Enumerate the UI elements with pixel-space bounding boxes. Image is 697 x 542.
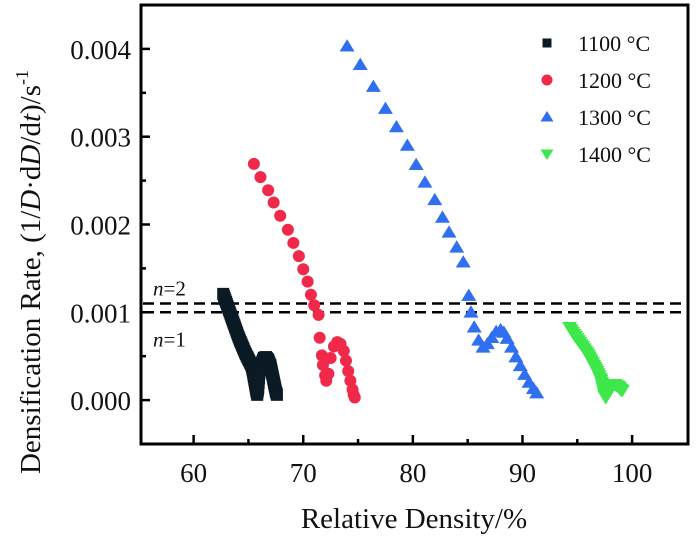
y-tick-label: 0.001 (70, 298, 131, 328)
data-point (529, 386, 545, 399)
x-tick-label: 100 (612, 458, 653, 488)
series-1300 (339, 39, 545, 399)
data-point (449, 240, 465, 253)
data-point (281, 223, 294, 236)
data-point (427, 192, 443, 206)
series-1100 (217, 287, 283, 401)
reference-line-label: n=2 (153, 277, 186, 301)
data-point (484, 330, 500, 344)
y-axis-title: Densification Rate, (1/D·dD/dt)/s-1 (12, 70, 47, 474)
axes: 60 70 80 90 100 0.000 0.001 0.002 0.003 0.004 (70, 3, 690, 488)
legend-label: 1100 °C (578, 31, 650, 56)
y-tick-label: 0.004 (70, 35, 131, 65)
data-point (339, 39, 355, 52)
data-point (337, 344, 350, 357)
data-point (322, 367, 335, 380)
data-point (270, 388, 283, 401)
data-point (408, 157, 424, 171)
data-point (441, 225, 457, 238)
legend-marker (540, 111, 554, 122)
x-tick-label: 70 (290, 458, 317, 488)
data-point (504, 340, 520, 353)
data-point (292, 250, 305, 263)
data-point (463, 305, 479, 318)
data-point (614, 385, 630, 398)
legend: 1100 °C 1200 °C 1300 °C 1400 °C (540, 31, 651, 167)
y-tick-label: 0.002 (70, 211, 131, 241)
data-point (339, 354, 352, 367)
data-point (247, 157, 260, 170)
data-point (512, 358, 528, 372)
data-point (304, 288, 317, 301)
data-point (455, 255, 471, 268)
y-tick-label: 0.003 (70, 123, 131, 153)
x-tick-label: 90 (509, 458, 536, 488)
legend-label: 1200 °C (578, 68, 651, 93)
data-point (262, 184, 275, 197)
data-point (434, 210, 450, 223)
series-1200 (247, 157, 361, 404)
data-point (377, 101, 393, 114)
legend-marker (541, 74, 553, 86)
data-point (316, 358, 329, 371)
data-point (308, 299, 321, 312)
data-point (313, 331, 326, 344)
data-point (348, 391, 361, 404)
data-point (312, 308, 325, 321)
data-point (287, 236, 300, 249)
data-point (342, 365, 355, 378)
data-point (388, 120, 404, 133)
data-point (479, 336, 495, 350)
x-tick-label: 80 (399, 458, 426, 488)
x-tick-label: 60 (180, 458, 207, 488)
data-point (466, 320, 482, 333)
data-point (499, 331, 515, 344)
data-point (254, 171, 267, 184)
legend-label: 1400 °C (578, 142, 651, 167)
data-point (267, 196, 280, 209)
legend-marker (542, 38, 552, 48)
legend-label: 1300 °C (578, 105, 651, 130)
data-point (417, 175, 433, 188)
data-point (274, 209, 287, 222)
x-axis-title: Relative Density/% (301, 503, 527, 535)
data-point (324, 351, 337, 364)
legend-marker (540, 149, 554, 160)
data-point (352, 57, 368, 70)
reference-line-label: n=1 (153, 327, 186, 351)
series-1400 (562, 321, 630, 405)
data-point (365, 79, 381, 92)
data-point (301, 275, 314, 288)
data-point (297, 263, 310, 276)
data-point (461, 288, 477, 301)
y-tick-label: 0.000 (70, 386, 131, 416)
data-point (399, 138, 415, 151)
data-point (508, 350, 524, 363)
data-series (217, 39, 630, 405)
